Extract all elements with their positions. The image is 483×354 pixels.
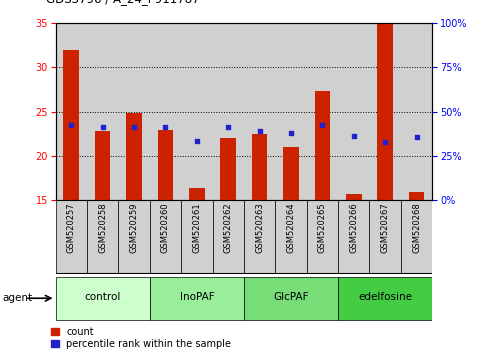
Text: control: control bbox=[85, 292, 121, 302]
FancyBboxPatch shape bbox=[338, 277, 432, 320]
Text: GlcPAF: GlcPAF bbox=[273, 292, 309, 302]
Text: GSM520260: GSM520260 bbox=[161, 202, 170, 253]
Bar bbox=[118, 23, 150, 200]
Text: GSM520266: GSM520266 bbox=[349, 202, 358, 253]
Bar bbox=[307, 23, 338, 200]
Point bbox=[350, 133, 357, 139]
Point bbox=[224, 125, 232, 130]
Bar bbox=[157, 130, 173, 200]
Bar bbox=[369, 23, 401, 200]
Bar bbox=[377, 23, 393, 200]
Bar bbox=[275, 23, 307, 200]
Bar bbox=[63, 50, 79, 200]
Point bbox=[412, 134, 420, 140]
FancyBboxPatch shape bbox=[118, 200, 150, 274]
Point bbox=[130, 125, 138, 130]
Bar bbox=[95, 131, 111, 200]
FancyBboxPatch shape bbox=[244, 277, 338, 320]
Text: GSM520263: GSM520263 bbox=[255, 202, 264, 253]
Bar bbox=[252, 133, 268, 200]
Bar bbox=[220, 138, 236, 200]
Bar bbox=[346, 194, 362, 200]
Bar bbox=[150, 23, 181, 200]
Point bbox=[319, 122, 327, 128]
Bar bbox=[401, 23, 432, 200]
Text: GSM520264: GSM520264 bbox=[286, 202, 296, 253]
Legend: count, percentile rank within the sample: count, percentile rank within the sample bbox=[51, 327, 231, 349]
Text: InoPAF: InoPAF bbox=[180, 292, 214, 302]
FancyBboxPatch shape bbox=[244, 200, 275, 274]
Text: edelfosine: edelfosine bbox=[358, 292, 412, 302]
Text: GDS3796 / A_24_P911787: GDS3796 / A_24_P911787 bbox=[46, 0, 199, 5]
Point bbox=[382, 139, 389, 145]
Bar bbox=[126, 113, 142, 200]
FancyBboxPatch shape bbox=[213, 200, 244, 274]
FancyBboxPatch shape bbox=[87, 200, 118, 274]
Bar bbox=[87, 23, 118, 200]
Text: GSM520267: GSM520267 bbox=[381, 202, 390, 253]
Text: agent: agent bbox=[2, 293, 32, 303]
Bar bbox=[409, 192, 425, 200]
FancyBboxPatch shape bbox=[181, 200, 213, 274]
Bar bbox=[189, 188, 205, 200]
FancyBboxPatch shape bbox=[338, 200, 369, 274]
Point bbox=[193, 138, 201, 144]
Text: GSM520265: GSM520265 bbox=[318, 202, 327, 253]
Bar bbox=[314, 91, 330, 200]
FancyBboxPatch shape bbox=[307, 200, 338, 274]
Text: GSM520259: GSM520259 bbox=[129, 202, 139, 253]
Text: GSM520258: GSM520258 bbox=[98, 202, 107, 253]
Point bbox=[68, 122, 75, 128]
Point bbox=[256, 128, 264, 134]
Point bbox=[99, 125, 107, 130]
Bar bbox=[283, 147, 299, 200]
Text: GSM520261: GSM520261 bbox=[192, 202, 201, 253]
FancyBboxPatch shape bbox=[56, 277, 150, 320]
Text: GSM520262: GSM520262 bbox=[224, 202, 233, 253]
Point bbox=[287, 130, 295, 136]
FancyBboxPatch shape bbox=[56, 200, 87, 274]
FancyBboxPatch shape bbox=[150, 277, 244, 320]
FancyBboxPatch shape bbox=[401, 200, 432, 274]
Bar bbox=[338, 23, 369, 200]
FancyBboxPatch shape bbox=[275, 200, 307, 274]
Point bbox=[161, 125, 170, 130]
Text: GSM520257: GSM520257 bbox=[67, 202, 76, 253]
FancyBboxPatch shape bbox=[150, 200, 181, 274]
Bar bbox=[213, 23, 244, 200]
Bar bbox=[244, 23, 275, 200]
FancyBboxPatch shape bbox=[369, 200, 401, 274]
Bar bbox=[56, 23, 87, 200]
Bar bbox=[181, 23, 213, 200]
Text: GSM520268: GSM520268 bbox=[412, 202, 421, 253]
